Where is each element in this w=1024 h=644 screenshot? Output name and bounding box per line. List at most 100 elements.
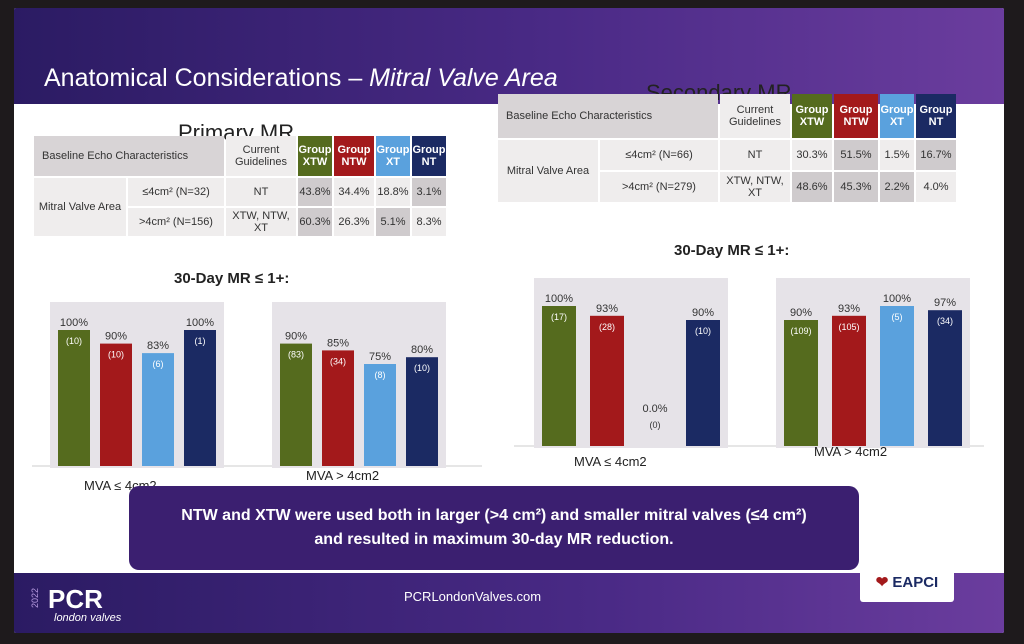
bar-count-xtw-1: (83) (288, 350, 304, 360)
bar-count-nt-1: (34) (937, 316, 953, 326)
secondary-row2-nt: 4.0% (916, 172, 956, 202)
slide-header (14, 8, 1004, 104)
primary-header-nt: Group NT (412, 136, 446, 176)
secondary-xlabel-large: MVA > 4cm2 (814, 444, 888, 459)
primary-chart: 100% (10) 90% (10) 83% (6) 100% (1) 90% (83) 85% (3… (32, 302, 482, 468)
bar-count-ntw-1: (34) (330, 356, 346, 366)
bar-label-ntw-0: 93% (596, 303, 618, 315)
bar-nt-0 (686, 320, 720, 446)
primary-row2-nt: 8.3% (412, 208, 446, 236)
secondary-row1-nt: 16.7% (916, 140, 956, 170)
bar-count-ntw-0: (10) (108, 350, 124, 360)
primary-row1-xtw: 43.8% (298, 178, 332, 206)
slide-screen: Anatomical Considerations – Mitral Valve… (14, 8, 1004, 633)
bar-xt-1 (364, 364, 396, 466)
bar-count-xt-0: (0) (650, 420, 661, 430)
secondary-row1-xtw: 30.3% (792, 140, 832, 170)
bar-label-ntw-1: 93% (838, 303, 860, 315)
bar-ntw-1 (322, 350, 354, 466)
bar-nt-1 (928, 310, 962, 446)
primary-row-label: Mitral Valve Area (34, 178, 126, 236)
bar-ntw-0 (100, 343, 132, 466)
primary-row2-guideline: XTW, NTW, XT (226, 208, 296, 236)
bar-count-xtw-1: (109) (790, 326, 811, 336)
secondary-header-xtw: Group XTW (792, 94, 832, 138)
secondary-row2-xt: 2.2% (880, 172, 914, 202)
bar-xtw-1 (280, 343, 312, 466)
bar-label-xtw-1: 90% (790, 307, 812, 319)
bar-count-xt-1: (8) (375, 370, 386, 380)
secondary-chart: 100% (17) 93% (28) 0.0% (0) 90% (10) 90% (109) 93%… (514, 278, 984, 448)
secondary-row1-guideline: NT (720, 140, 790, 170)
bar-count-xtw-0: (10) (66, 336, 82, 346)
bar-label-nt-1: 97% (934, 297, 956, 309)
primary-row2-xtw: 60.3% (298, 208, 332, 236)
pcr-logo: PCR (48, 584, 103, 614)
bar-count-xt-1: (5) (892, 312, 903, 322)
primary-header-ntw: Group NTW (334, 136, 374, 176)
slide-title-main: Anatomical Considerations – (44, 64, 370, 92)
slide-title: Anatomical Considerations – Mitral Valve… (44, 64, 558, 93)
bar-count-ntw-1: (105) (838, 322, 859, 332)
secondary-row2-subgroup: >4cm² (N=279) (600, 172, 718, 202)
secondary-table: Baseline Echo Characteristics Current Gu… (496, 92, 958, 204)
bar-count-nt-0: (1) (195, 336, 206, 346)
secondary-header-guidelines: Current Guidelines (720, 94, 790, 138)
bar-xt-0 (142, 353, 174, 466)
heart-icon: ❤ (875, 574, 889, 591)
pcr-year: 2022 (30, 588, 40, 609)
bar-count-nt-0: (10) (695, 326, 711, 336)
bar-count-ntw-0: (28) (599, 322, 615, 332)
secondary-row2-xtw: 48.6% (792, 172, 832, 202)
primary-header-xt: Group XT (376, 136, 410, 176)
bar-label-xt-1: 100% (883, 293, 911, 305)
eapci-logo: ❤ EAPCI (860, 562, 954, 602)
secondary-row1-ntw: 51.5% (834, 140, 878, 170)
bar-xtw-0 (542, 306, 576, 446)
secondary-row-label: Mitral Valve Area (498, 140, 598, 202)
primary-xlabel-large: MVA > 4cm2 (306, 468, 380, 483)
bar-label-ntw-0: 90% (105, 331, 127, 343)
bar-label-xt-1: 75% (369, 351, 391, 363)
bar-xtw-1 (784, 320, 818, 446)
primary-row2-ntw: 26.3% (334, 208, 374, 236)
bar-xtw-0 (58, 330, 90, 466)
primary-chart-title: 30-Day MR ≤ 1+: (174, 270, 290, 287)
primary-row1-subgroup: ≤4cm² (N=32) (128, 178, 224, 206)
bar-ntw-0 (590, 315, 624, 446)
bar-label-xt-0: 83% (147, 340, 169, 352)
slide-footer (14, 573, 1004, 633)
secondary-xlabel-small: MVA ≤ 4cm2 (574, 454, 647, 469)
bar-label-nt-0: 100% (186, 317, 214, 329)
primary-row1-ntw: 34.4% (334, 178, 374, 206)
slide-title-italic: Mitral Valve Area (369, 64, 558, 92)
secondary-row1-subgroup: ≤4cm² (N=66) (600, 140, 718, 170)
primary-row1-xt: 18.8% (376, 178, 410, 206)
primary-row2-xt: 5.1% (376, 208, 410, 236)
conclusion-callout: NTW and XTW were used both in larger (>4… (129, 486, 859, 570)
secondary-chart-title: 30-Day MR ≤ 1+: (674, 242, 790, 259)
bar-count-nt-1: (10) (414, 363, 430, 373)
secondary-row2-guideline: XTW, NTW, XT (720, 172, 790, 202)
bar-count-xtw-0: (17) (551, 312, 567, 322)
bar-label-xtw-0: 100% (545, 293, 573, 305)
secondary-header-nt: Group NT (916, 94, 956, 138)
primary-row1-nt: 3.1% (412, 178, 446, 206)
bar-ntw-1 (832, 315, 866, 446)
bar-nt-0 (184, 330, 216, 466)
secondary-row1-xt: 1.5% (880, 140, 914, 170)
eapci-text: EAPCI (892, 573, 939, 591)
secondary-header-base: Baseline Echo Characteristics (498, 94, 718, 138)
primary-row2-subgroup: >4cm² (N=156) (128, 208, 224, 236)
primary-row1-guideline: NT (226, 178, 296, 206)
secondary-header-ntw: Group NTW (834, 94, 878, 138)
primary-header-base: Baseline Echo Characteristics (34, 136, 224, 176)
bar-xt-1 (880, 306, 914, 446)
bar-label-xtw-0: 100% (60, 317, 88, 329)
bar-nt-1 (406, 357, 438, 466)
callout-line-2: and resulted in maximum 30-day MR reduct… (314, 531, 674, 548)
secondary-row2-ntw: 45.3% (834, 172, 878, 202)
bar-label-ntw-1: 85% (327, 337, 349, 349)
bar-label-xt-0: 0.0% (642, 403, 667, 415)
bar-label-nt-1: 80% (411, 344, 433, 356)
